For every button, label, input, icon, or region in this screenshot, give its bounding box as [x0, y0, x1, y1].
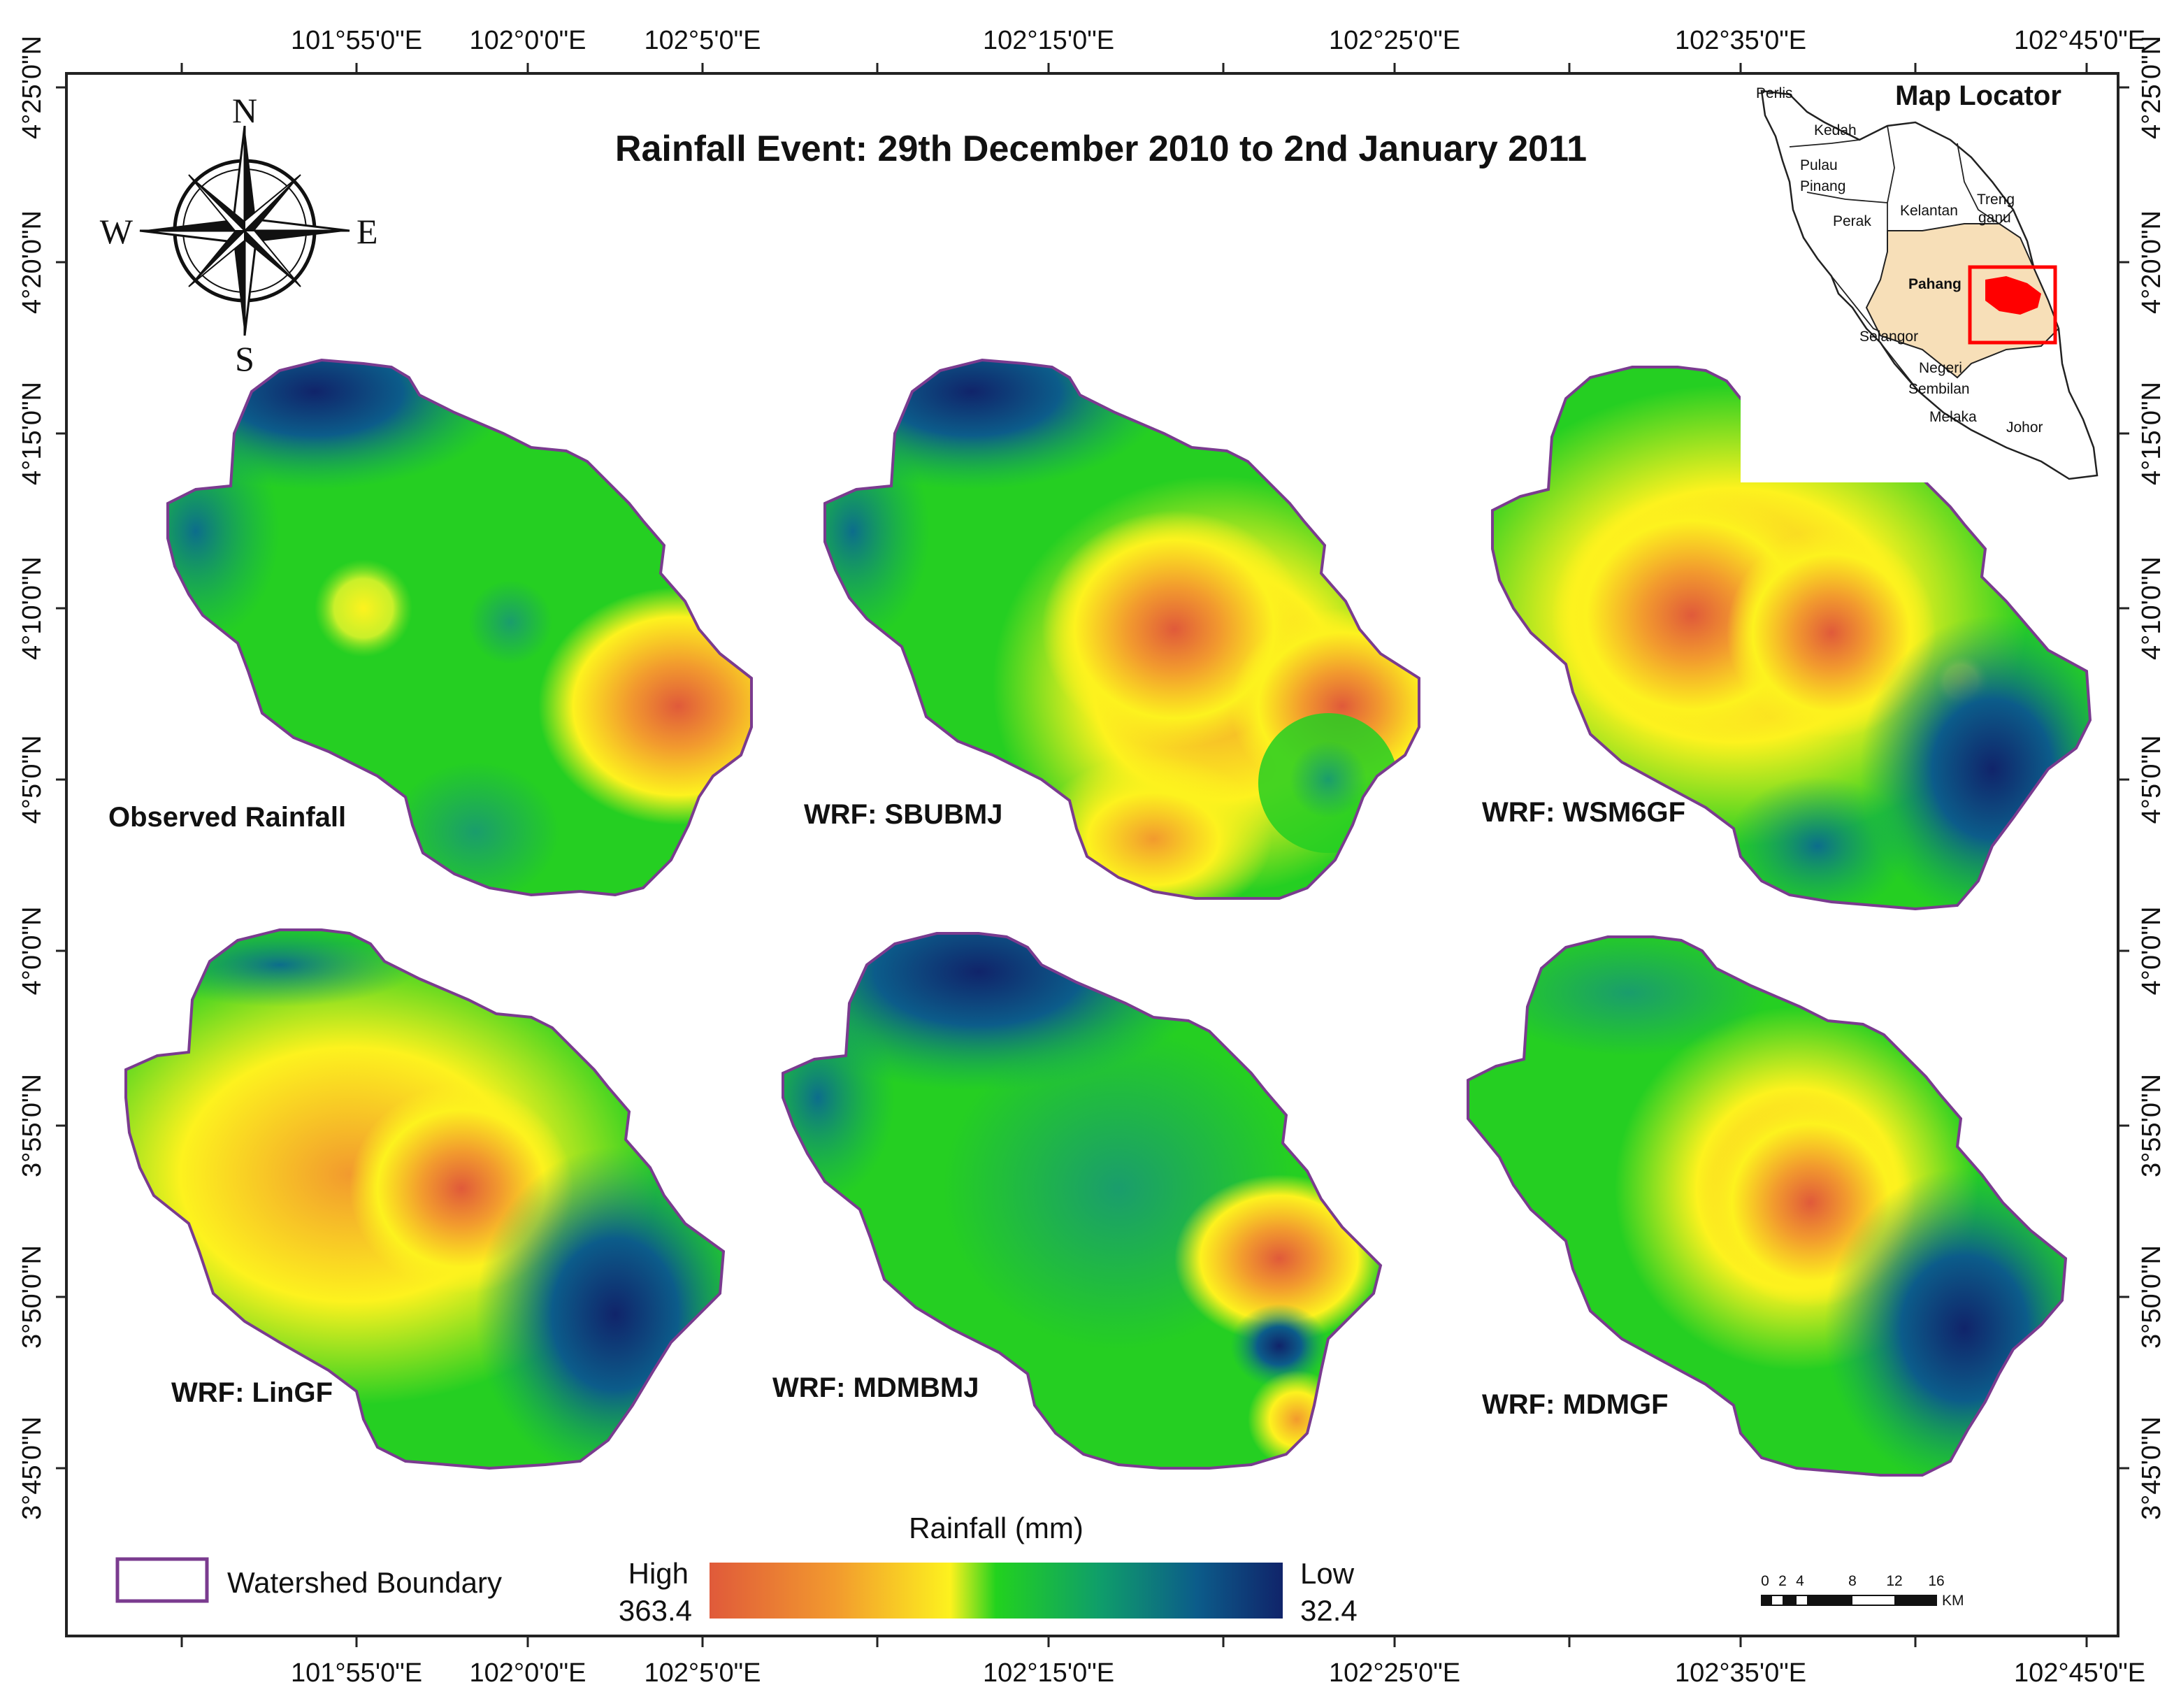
lat-label: 3°55'0"N	[2137, 1074, 2166, 1177]
lat-label: 4°15'0"N	[17, 382, 47, 485]
lon-label: 102°5'0"E	[645, 26, 761, 55]
lat-label: 4°10'0"N	[2137, 557, 2166, 660]
latitude-labels-right: 4°25'0"N 4°20'0"N 4°15'0"N 4°10'0"N 4°5'…	[2137, 36, 2166, 1520]
panel-label: WRF: SBUBMJ	[804, 799, 1002, 830]
state-label: Negeri	[1919, 360, 1962, 376]
colorbar-low-label: Low	[1300, 1557, 1355, 1590]
compass-n: N	[232, 91, 257, 130]
compass-s: S	[235, 339, 254, 378]
lon-label: 102°25'0"E	[1329, 1658, 1460, 1688]
longitude-ticks	[180, 63, 2088, 1647]
legend-colorbar: Rainfall (mm) High 363.4 Low 32.4	[619, 1512, 1358, 1627]
panel-observed-rainfall: Observed Rainfall	[108, 359, 753, 896]
lat-label: 3°45'0"N	[17, 1416, 47, 1520]
latitude-labels-left: 4°25'0"N 4°20'0"N 4°15'0"N 4°10'0"N 4°5'…	[17, 36, 47, 1520]
lat-label: 4°15'0"N	[2137, 382, 2166, 485]
lon-label: 102°15'0"E	[983, 26, 1114, 55]
lat-label: 4°0'0"N	[17, 907, 47, 996]
pahang-state	[1865, 223, 2060, 379]
lat-label: 4°5'0"N	[2137, 735, 2166, 824]
legend-watershed-boundary: Watershed Boundary	[115, 1557, 502, 1603]
scale-tick: 16	[1928, 1573, 1944, 1589]
compass-e: E	[357, 212, 378, 251]
lat-label: 4°25'0"N	[17, 36, 47, 139]
lon-label: 102°5'0"E	[645, 1658, 761, 1688]
panel-wrf-lingf: WRF: LinGF	[124, 928, 725, 1470]
lat-label: 4°10'0"N	[17, 557, 47, 660]
lon-label: 102°45'0"E	[2014, 26, 2145, 55]
lon-label: 101°55'0"E	[291, 1658, 422, 1688]
lat-label: 4°20'0"N	[17, 210, 47, 314]
scale-tick: 2	[1778, 1573, 1787, 1589]
scale-tick: 12	[1886, 1573, 1902, 1589]
state-label: Johor	[2006, 419, 2043, 436]
lon-label: 102°15'0"E	[983, 1658, 1114, 1688]
scale-tick: 4	[1796, 1573, 1804, 1589]
panel-label: WRF: WSM6GF	[1482, 797, 1685, 828]
scale-tick: 0	[1761, 1573, 1769, 1589]
lon-label: 102°35'0"E	[1675, 1658, 1806, 1688]
compass-w: W	[100, 212, 134, 251]
state-label: Pahang	[1908, 276, 1962, 292]
longitude-labels-bottom: 101°55'0"E 102°0'0"E 102°5'0"E 102°15'0"…	[291, 1658, 2145, 1688]
lat-label: 3°55'0"N	[17, 1074, 47, 1177]
state-label: Melaka	[1929, 409, 1977, 425]
lon-label: 102°25'0"E	[1329, 26, 1460, 55]
panel-label: Observed Rainfall	[108, 802, 346, 833]
boundary-swatch	[115, 1557, 209, 1603]
lat-label: 4°20'0"N	[2137, 210, 2166, 314]
locator-highlight-box	[1968, 265, 2057, 345]
panel-wrf-mdmbmj: WRF: MDMBMJ	[772, 932, 1382, 1470]
colorbar-high-label: High	[628, 1557, 689, 1590]
panel-label: WRF: MDMBMJ	[772, 1372, 979, 1403]
panel-wrf-sbubmj: WRF: SBUBMJ	[804, 359, 1420, 900]
state-label: Pinang	[1800, 178, 1845, 194]
lon-label: 102°35'0"E	[1675, 26, 1806, 55]
panel-wrf-mdmgf: WRF: MDMGF	[1467, 935, 2067, 1477]
map-title: Rainfall Event: 29th December 2010 to 2n…	[615, 129, 1587, 169]
locator-title: Map Locator	[1895, 80, 2061, 111]
watershed-highlight	[1985, 276, 2041, 315]
lon-label: 101°55'0"E	[291, 26, 422, 55]
colorbar-ramp	[710, 1563, 1283, 1619]
lat-label: 4°25'0"N	[2137, 36, 2166, 139]
scale-bar: 0 2 4 8 12 16 KM	[1761, 1573, 1964, 1609]
latitude-ticks	[56, 86, 2129, 1470]
map-locator-inset: Map Locator Perlis Kedah Pulau Pinang Pe…	[1741, 80, 2104, 482]
state-label: Pulau	[1800, 157, 1838, 173]
north-arrow-icon: N S E W	[100, 91, 378, 378]
state-label: Perlis	[1756, 85, 1793, 101]
lon-label: 102°0'0"E	[470, 26, 586, 55]
scale-unit: KM	[1942, 1593, 1964, 1609]
colorbar-title: Rainfall (mm)	[909, 1512, 1084, 1544]
scale-tick: 8	[1848, 1573, 1857, 1589]
panel-label: WRF: MDMGF	[1482, 1389, 1669, 1420]
colorbar-high-value: 363.4	[619, 1594, 692, 1627]
state-label: Selangor	[1859, 329, 1918, 345]
lat-label: 4°5'0"N	[17, 735, 47, 824]
state-label: Kedah	[1814, 122, 1857, 138]
state-label: Perak	[1833, 213, 1871, 229]
state-label: Sembilan	[1908, 381, 1970, 397]
longitude-labels-top: 101°55'0"E 102°0'0"E 102°5'0"E 102°15'0"…	[291, 26, 2145, 55]
lat-label: 4°0'0"N	[2137, 907, 2166, 996]
state-label: ganu	[1978, 210, 2011, 226]
state-label: Treng	[1977, 192, 2015, 208]
map-frame	[65, 72, 2119, 1637]
lat-label: 3°50'0"N	[2137, 1245, 2166, 1349]
boundary-label: Watershed Boundary	[227, 1566, 502, 1599]
state-label: Kelantan	[1900, 203, 1958, 219]
lat-label: 3°50'0"N	[17, 1245, 47, 1349]
panel-label: WRF: LinGF	[171, 1377, 333, 1408]
lon-label: 102°0'0"E	[470, 1658, 586, 1688]
colorbar-low-value: 32.4	[1300, 1594, 1358, 1627]
lat-label: 3°45'0"N	[2137, 1416, 2166, 1520]
lon-label: 102°45'0"E	[2014, 1658, 2145, 1688]
